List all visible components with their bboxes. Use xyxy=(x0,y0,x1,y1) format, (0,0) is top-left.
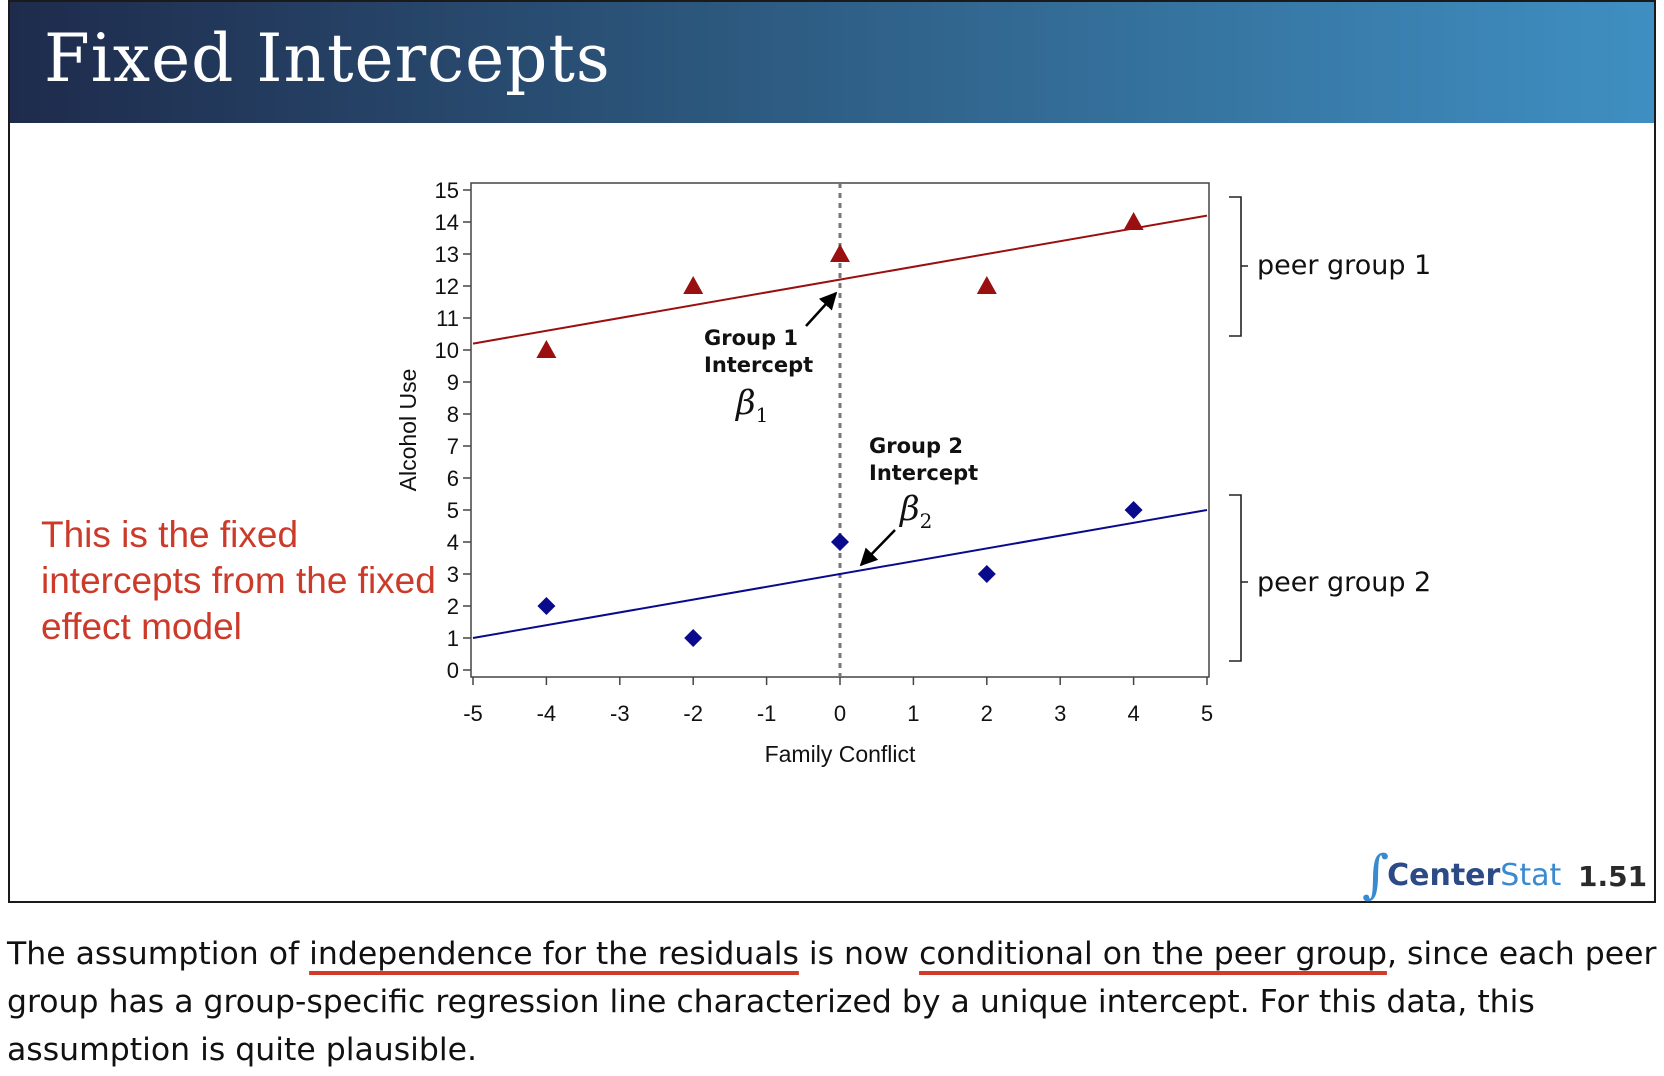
x-tick-label: -1 xyxy=(757,701,777,726)
data-point-group-2 xyxy=(977,565,996,583)
caption-part: is now xyxy=(798,936,920,972)
x-tick-label: 5 xyxy=(1201,701,1213,726)
logo-text-center: Center xyxy=(1387,857,1501,893)
y-tick-label: 5 xyxy=(447,498,459,523)
y-tick-label: 8 xyxy=(447,402,459,427)
fit-line-group-1 xyxy=(472,214,1208,345)
caption: The assumption of independence for the r… xyxy=(7,930,1657,1074)
y-tick-label: 13 xyxy=(435,242,459,267)
data-point-group-1 xyxy=(1123,212,1144,230)
y-tick-label: 1 xyxy=(447,626,459,651)
y-tick-label: 6 xyxy=(447,466,459,491)
x-tick-label: -4 xyxy=(537,701,557,726)
data-point-group-2 xyxy=(537,597,556,615)
y-tick-label: 7 xyxy=(447,434,459,459)
group2-annotation-line1: Group 2 xyxy=(869,434,963,458)
group1-beta-symbol: β1 xyxy=(734,383,768,427)
group2-intercept-arrow xyxy=(859,529,896,567)
x-tick-label: -5 xyxy=(463,701,483,726)
y-tick-label: 10 xyxy=(435,338,459,363)
data-point-group-1 xyxy=(976,276,997,294)
data-point-group-2 xyxy=(831,533,849,551)
group2-annotation-line2: Intercept xyxy=(869,461,978,485)
logo-text-stat: Stat xyxy=(1500,857,1562,893)
caption-underline-conditional: conditional on the peer group xyxy=(919,936,1387,972)
y-tick-label: 14 xyxy=(435,210,459,235)
x-tick-label: 1 xyxy=(907,701,919,726)
peer-group2-bracket xyxy=(1229,494,1248,662)
slide-frame: Fixed Intercepts 0 1 2 3 4 5 6 7 8 9 10 11 12 13 14 15 … xyxy=(8,0,1656,903)
caption-part: The assumption of xyxy=(7,936,310,972)
y-tick-label: 4 xyxy=(447,530,459,555)
y-tick-label: 11 xyxy=(436,306,459,331)
y-tick-label: 2 xyxy=(447,594,459,619)
data-point-group-1 xyxy=(830,244,850,262)
peer-group1-bracket xyxy=(1229,196,1248,337)
data-point-group-1 xyxy=(683,276,704,294)
peer-group1-label: peer group 1 xyxy=(1257,250,1431,281)
data-point-group-2 xyxy=(684,629,703,647)
caption-part: , since each peer group has a group-spec… xyxy=(7,936,1657,1068)
y-tick-label: 15 xyxy=(435,178,459,203)
y-tick-label: 9 xyxy=(447,370,459,395)
y-axis-label: Alcohol Use xyxy=(395,369,421,492)
centerstat-logo: ∫ Center Stat xyxy=(1362,845,1562,905)
x-axis-label: Family Conflict xyxy=(765,741,916,767)
side-note: This is the fixed intercepts from the fi… xyxy=(41,514,436,647)
x-tick-label: 3 xyxy=(1054,701,1066,726)
x-tick-label: 4 xyxy=(1127,701,1139,726)
y-tick-label: 3 xyxy=(447,562,459,587)
slide-title: Fixed Intercepts xyxy=(44,20,611,97)
group1-annotation-line1: Group 1 xyxy=(704,326,798,350)
peer-group2-label: peer group 2 xyxy=(1257,567,1431,598)
group1-intercept-arrow xyxy=(805,291,838,327)
group2-beta-symbol: β2 xyxy=(898,489,932,533)
integral-icon: ∫ xyxy=(1362,845,1390,905)
group1-annotation-line2: Intercept xyxy=(704,353,813,377)
x-tick-label: 2 xyxy=(981,701,993,726)
data-point-group-1 xyxy=(536,340,557,358)
fit-line-group-2 xyxy=(472,509,1208,639)
y-tick-label: 0 xyxy=(447,658,459,683)
x-tick-label: 0 xyxy=(834,701,846,726)
title-bar: Fixed Intercepts xyxy=(10,2,1654,123)
x-tick-label: -2 xyxy=(683,701,703,726)
data-point-group-2 xyxy=(1124,501,1143,519)
caption-underline-independence: independence for the residuals xyxy=(309,936,799,972)
slide-number: 1.51 xyxy=(1578,860,1648,893)
x-tick-label: -3 xyxy=(610,701,630,726)
y-tick-label: 12 xyxy=(435,274,459,299)
